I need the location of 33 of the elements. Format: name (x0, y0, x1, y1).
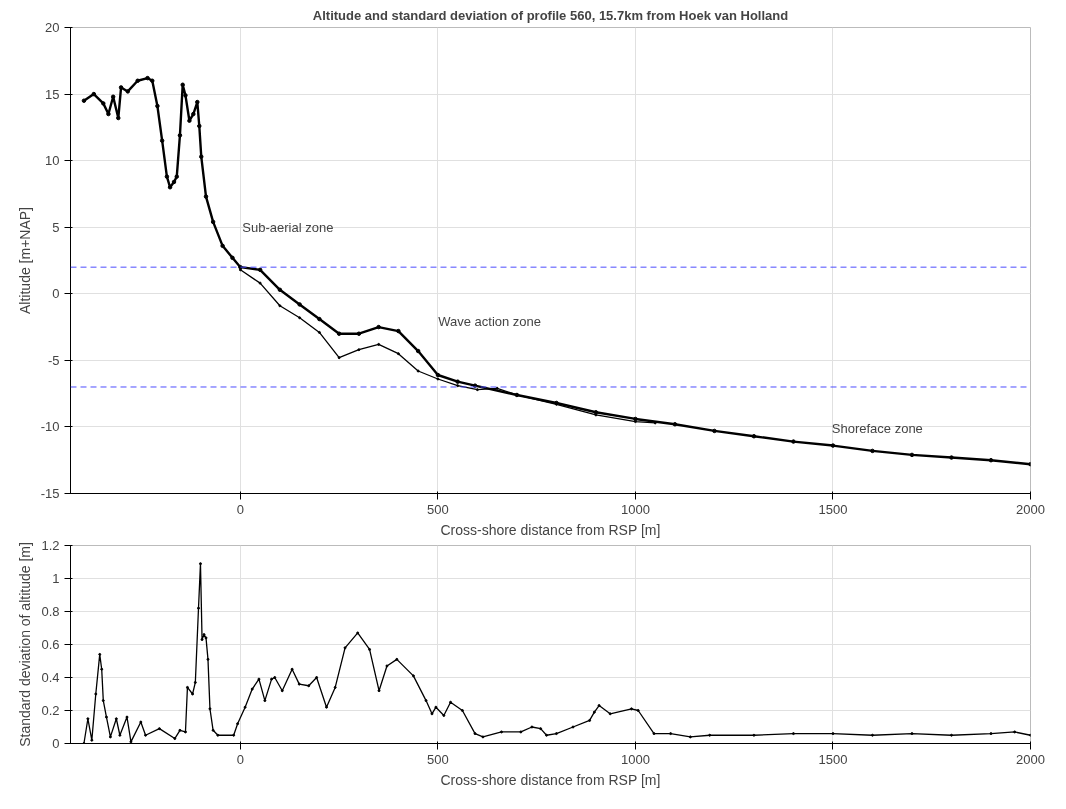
y-tick-label: 20 (45, 20, 60, 35)
y-tick-label: -15 (40, 486, 60, 501)
x-tick-label: 1000 (620, 501, 650, 517)
y-tick-label: -5 (47, 352, 60, 368)
x-tick-label: 500 (427, 501, 449, 517)
y-tick-label: 15 (45, 86, 60, 102)
y-tick-label: 5 (52, 219, 60, 235)
y-tick-label: 0 (52, 736, 60, 751)
y-tick-label: 1.2 (41, 538, 60, 553)
x-axis-title: Cross-shore distance from RSP [m] (440, 771, 661, 788)
y-axis-title: Altitude [m+NAP] (16, 206, 33, 314)
y-tick-label: 0.4 (41, 670, 60, 685)
y-tick-label: 1 (52, 571, 60, 586)
x-tick-label: 2000 (1016, 751, 1045, 767)
x-tick-label: 1500 (818, 751, 848, 767)
y-tick-label: 0 (52, 286, 60, 302)
x-tick-label: 2000 (1016, 501, 1045, 517)
y-tick-label: 0.6 (41, 637, 60, 652)
chart-title: Altitude and standard deviation of profile 560, 15.7km from Hoek van Holland (312, 7, 789, 23)
y-tick-label: 10 (45, 153, 60, 169)
y-tick-label: 0.8 (41, 604, 60, 619)
x-tick-label: 500 (427, 751, 449, 767)
x-tick-label: 1500 (818, 501, 848, 517)
y-tick-label: 0.2 (41, 703, 60, 718)
x-tick-label: 0 (236, 501, 244, 517)
annotation: Shoreface zone (831, 420, 923, 436)
annotation: Wave action zone (438, 314, 542, 330)
x-tick-label: 1000 (620, 751, 650, 767)
x-axis-title: Cross-shore distance from RSP [m] (440, 521, 661, 538)
y-axis-title: Standard deviation of altitude [m] (17, 542, 34, 747)
y-tick-label: -10 (40, 419, 60, 435)
annotation: Sub-aerial zone (242, 219, 334, 235)
x-tick-label: 0 (236, 751, 244, 767)
